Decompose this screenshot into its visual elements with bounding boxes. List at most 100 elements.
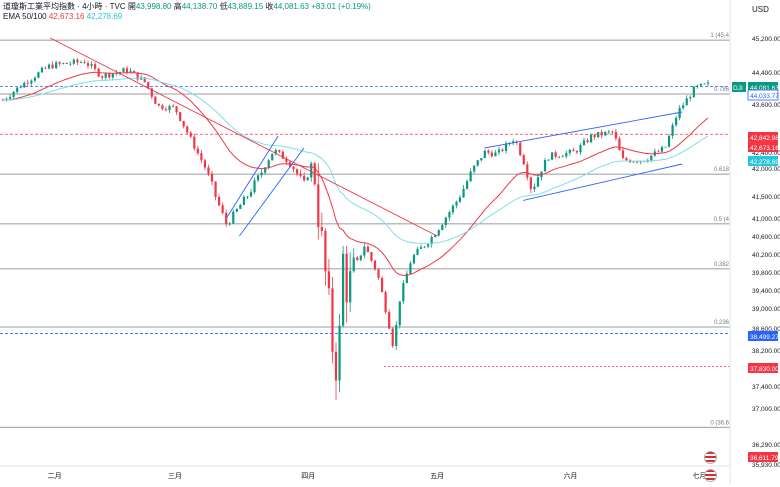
y-tick-label: 42,400.00 [752,150,780,157]
candle-body [69,63,72,65]
candle-body [703,83,706,85]
candle-body [253,180,256,193]
candle-body [90,64,93,66]
candle-body [186,126,189,133]
candles-group [1,58,710,400]
candle-body [423,246,426,248]
x-tick-label: 四月 [301,472,315,480]
candle-body [334,351,338,381]
candle-body [235,208,238,212]
candle-body [402,283,405,302]
price-tag-value: 36,611.79 [750,455,779,462]
candle-body [579,145,582,153]
candle-body [182,120,185,127]
candle-body [412,254,416,264]
price-tag-bg [747,89,779,101]
candle-body [366,246,369,253]
candle-body [706,82,710,84]
candle-body [682,105,685,108]
candle-body [678,107,681,118]
candle-body [94,64,97,69]
price-tag-bg [748,132,778,142]
price-tag-value: 44,081.63 [750,85,779,92]
y-tick-label: 37,400.00 [752,384,780,391]
candle-body [218,196,221,206]
symbol-title: 道瓊斯工業平均指數 · 4小時 · TVC [3,2,126,11]
candle-body [214,181,217,197]
candle-body [264,167,267,173]
candle-body [292,166,295,170]
candle-body [597,131,600,138]
candle-body [19,87,22,89]
candle-body [239,204,242,209]
y-tick-label: 39,000.00 [752,306,780,313]
close-label: 收 [265,2,274,11]
candle-body [33,77,36,81]
candle-body [168,105,171,111]
candle-body [611,131,614,133]
price-tag-value: 42,278.69 [750,159,779,166]
candle-body [604,131,607,136]
candle-body [76,59,79,63]
x-tick-label: 三月 [168,472,182,480]
y-tick-label: 44,400.00 [752,70,780,77]
candle-body [462,188,465,198]
candle-body [632,161,635,163]
candle-body [189,132,192,137]
candle-body [458,197,462,202]
y-tick-label: 38,200.00 [752,348,780,355]
candle-body [675,117,678,126]
ema-legend[interactable]: EMA 50/100 42,673.16 42,278.69 [3,12,122,22]
candle-body [561,156,564,158]
low-label: 低 [219,2,228,11]
currency-label[interactable]: USD [752,5,769,14]
channel-line-lower [239,147,305,237]
candle-body [522,155,525,165]
candle-body [441,224,444,230]
candle-body [256,175,260,181]
price-tag-bg [748,452,778,462]
candle-body [317,184,320,228]
candle-body [278,149,281,152]
wedge-line-lower [523,163,683,201]
candle-body [363,246,366,256]
fib-label-2: 0.618 [714,167,730,173]
y-tick-label: 45,200.00 [752,36,780,43]
candle-body [147,81,150,89]
candle-body [175,106,178,113]
candle-body [370,252,373,261]
candle-body [150,88,153,97]
price-tag-value: 42,842.98 [750,135,779,142]
candle-body [12,91,15,97]
ema50-value: 42,673.16 [48,12,85,21]
candle-body [380,277,384,293]
candle-body [143,77,146,82]
candle-body [625,158,628,161]
y-tick-label: 40,200.00 [752,252,780,259]
candle-body [621,150,625,159]
ema100-value: 42,278.69 [86,12,123,21]
candle-body [47,64,51,69]
candle-body [607,131,610,133]
candle-body [476,160,479,166]
candle-body [469,171,472,182]
price-tag-value: 38,499.27 [750,334,779,341]
candle-body [285,158,288,163]
candle-body [83,62,86,64]
candle-body [295,169,299,174]
candle-body [299,173,302,176]
open-value: 43,998.80 [135,2,172,11]
candle-body [558,156,561,158]
candle-body [221,205,224,213]
candle-body [405,273,408,284]
candle-body [161,105,164,110]
y-tick-label: 35,930.00 [752,462,780,469]
candle-body [696,85,699,87]
fib-label-3: 0.5 (4 [714,217,730,223]
fib-label-5: 0.236 [714,320,730,326]
chart-header: 道瓊斯工業平均指數 · 4小時 · TVC 開43,998.80 高44,138… [3,2,371,12]
price-tag-value: 37,830.00 [750,366,779,373]
candle-body [271,153,274,161]
candle-body [699,83,703,86]
